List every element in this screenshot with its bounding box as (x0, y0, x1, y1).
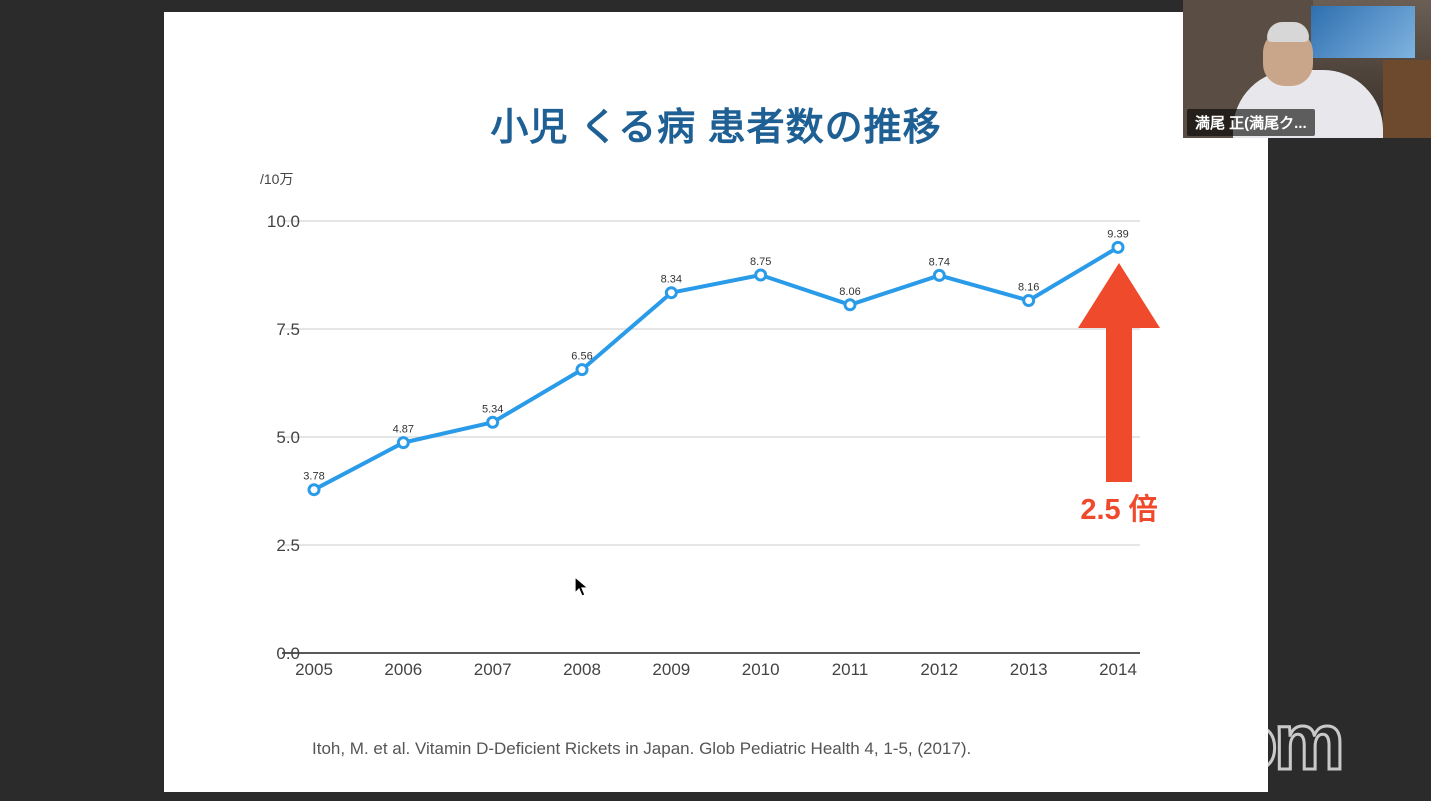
x-tick-label: 2006 (384, 660, 422, 679)
data-label: 8.34 (661, 274, 682, 286)
zoom-watermark: zoom (1147, 696, 1347, 788)
callout-label: 2.5 倍 (1080, 492, 1157, 526)
citation: Itoh, M. et al. Vitamin D-Deficient Rick… (312, 739, 972, 758)
x-tick-label: 2012 (920, 660, 958, 679)
x-tick-label: 2009 (652, 660, 690, 679)
data-label: 8.16 (1018, 281, 1039, 293)
presentation-slide: 小児 くる病 患者数の推移 /10万 0.0 2.5 5.0 7.5 10.0 2005 20… (164, 12, 1268, 792)
x-tick-label: 2008 (563, 660, 601, 679)
x-tick-label: 2011 (832, 660, 869, 679)
increase-arrow-icon (1078, 263, 1160, 482)
data-label: 8.74 (929, 256, 950, 268)
data-point (932, 268, 946, 282)
data-label: 8.06 (839, 286, 860, 298)
data-point (575, 363, 589, 377)
x-tick-label: 2005 (295, 660, 333, 679)
data-point (754, 268, 768, 282)
data-point (664, 286, 678, 300)
data-label: 5.34 (482, 403, 503, 415)
data-label: 9.39 (1107, 228, 1128, 240)
data-label: 3.78 (303, 471, 324, 483)
x-tick-label: 2013 (1010, 660, 1048, 679)
wall-painting (1311, 6, 1415, 58)
x-tick-label: 2014 (1099, 660, 1137, 679)
data-point (843, 298, 857, 312)
data-point (1111, 240, 1125, 254)
data-label: 8.75 (750, 256, 771, 268)
y-tick-label: 2.5 (276, 536, 300, 555)
data-point (396, 436, 410, 450)
line-chart: /10万 0.0 2.5 5.0 7.5 10.0 2005 2006 2007 2008 2009… (260, 171, 1160, 679)
data-label: 4.87 (393, 424, 414, 436)
participant-video[interactable]: 満尾 正(満尾ク... (1183, 0, 1431, 138)
data-point (1022, 293, 1036, 307)
data-label: 6.56 (571, 351, 592, 363)
y-unit-label: /10万 (260, 171, 293, 187)
series-line (313, 245, 1120, 492)
x-tick-label: 2010 (742, 660, 780, 679)
participant-name: 満尾 正(満尾ク... (1187, 109, 1315, 136)
y-tick-label: 7.5 (276, 320, 300, 339)
y-tick-label: 0.0 (276, 644, 300, 663)
y-tick-label: 10.0 (267, 212, 300, 231)
data-point (486, 415, 500, 429)
y-tick-label: 5.0 (276, 428, 300, 447)
x-tick-label: 2007 (474, 660, 512, 679)
mouse-cursor-icon (574, 576, 590, 597)
slide-title: 小児 くる病 患者数の推移 (490, 107, 942, 149)
data-point (307, 483, 321, 497)
